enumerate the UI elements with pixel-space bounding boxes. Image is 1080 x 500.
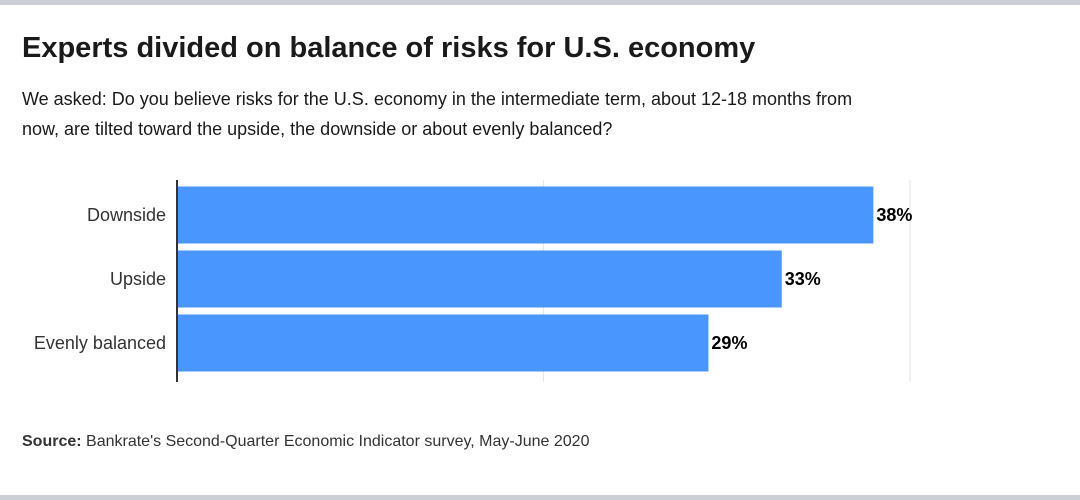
data-label: 38% xyxy=(876,205,912,225)
category-label: Upside xyxy=(110,269,166,289)
chart-subtitle: We asked: Do you believe risks for the U… xyxy=(22,89,853,139)
source-label: Source: xyxy=(22,433,82,450)
bar xyxy=(177,250,782,308)
bottom-border xyxy=(0,495,1080,500)
source-text: Bankrate's Second-Quarter Economic Indic… xyxy=(81,433,590,450)
bar xyxy=(177,314,709,372)
top-border xyxy=(0,0,1080,5)
chart-title: Experts divided on balance of risks for … xyxy=(22,32,756,64)
data-label: 29% xyxy=(711,333,747,353)
source-note: Source: Bankrate's Second-Quarter Econom… xyxy=(22,433,589,451)
category-label: Evenly balanced xyxy=(34,333,166,353)
category-label: Downside xyxy=(87,205,166,225)
data-label: 33% xyxy=(785,269,821,289)
bar xyxy=(177,186,874,244)
